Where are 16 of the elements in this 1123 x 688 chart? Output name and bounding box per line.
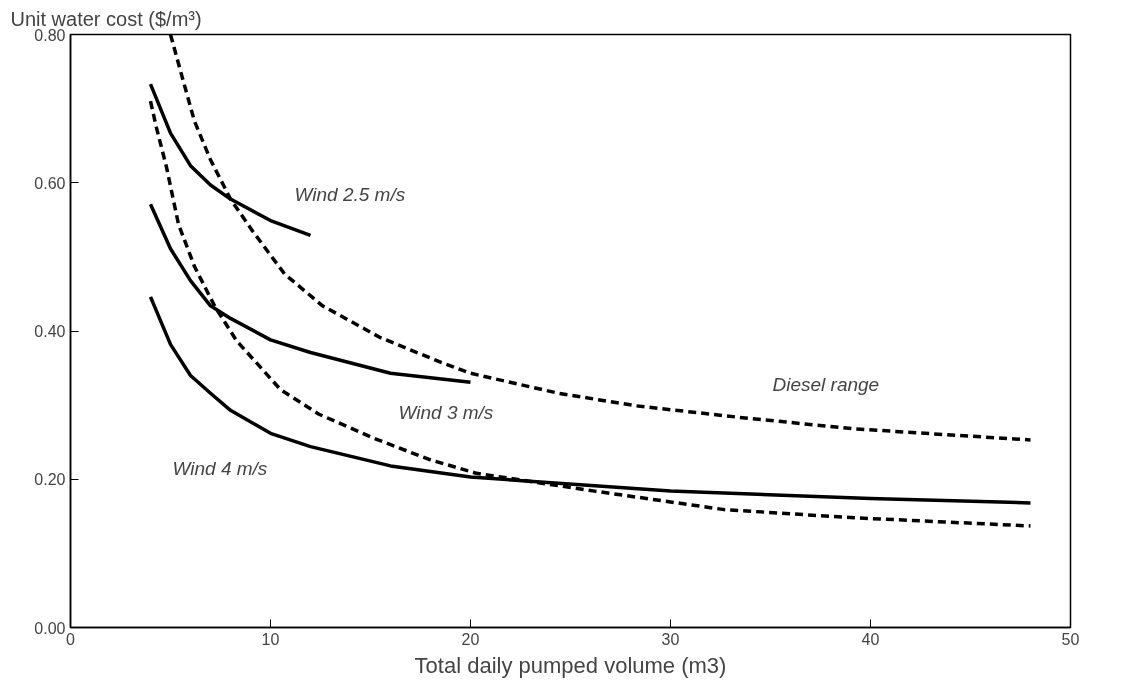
x-tick-label: 20 (461, 630, 480, 648)
x-tick-label: 10 (261, 630, 280, 648)
y-tick-label: 0.00 (34, 619, 66, 637)
x-tick-label: 50 (1061, 630, 1080, 648)
y-tick-label: 0.40 (34, 323, 66, 340)
series-label: Wind 2.5 m/s (294, 183, 406, 205)
y-tick-label: 0.20 (34, 471, 66, 489)
x-tick-label: 40 (861, 630, 880, 648)
line-series (148, 99, 1033, 528)
x-tick-label: 0 (66, 630, 76, 648)
y-tick-label: 0.60 (34, 174, 66, 192)
x-axis-title: Total daily pumped volume (m3) (414, 652, 727, 678)
series-label: Wind 3 m/s (398, 401, 494, 423)
series-label: Wind 4 m/s (172, 458, 268, 480)
series-label: Diesel range (772, 374, 880, 396)
x-tick-label: 30 (661, 630, 680, 648)
